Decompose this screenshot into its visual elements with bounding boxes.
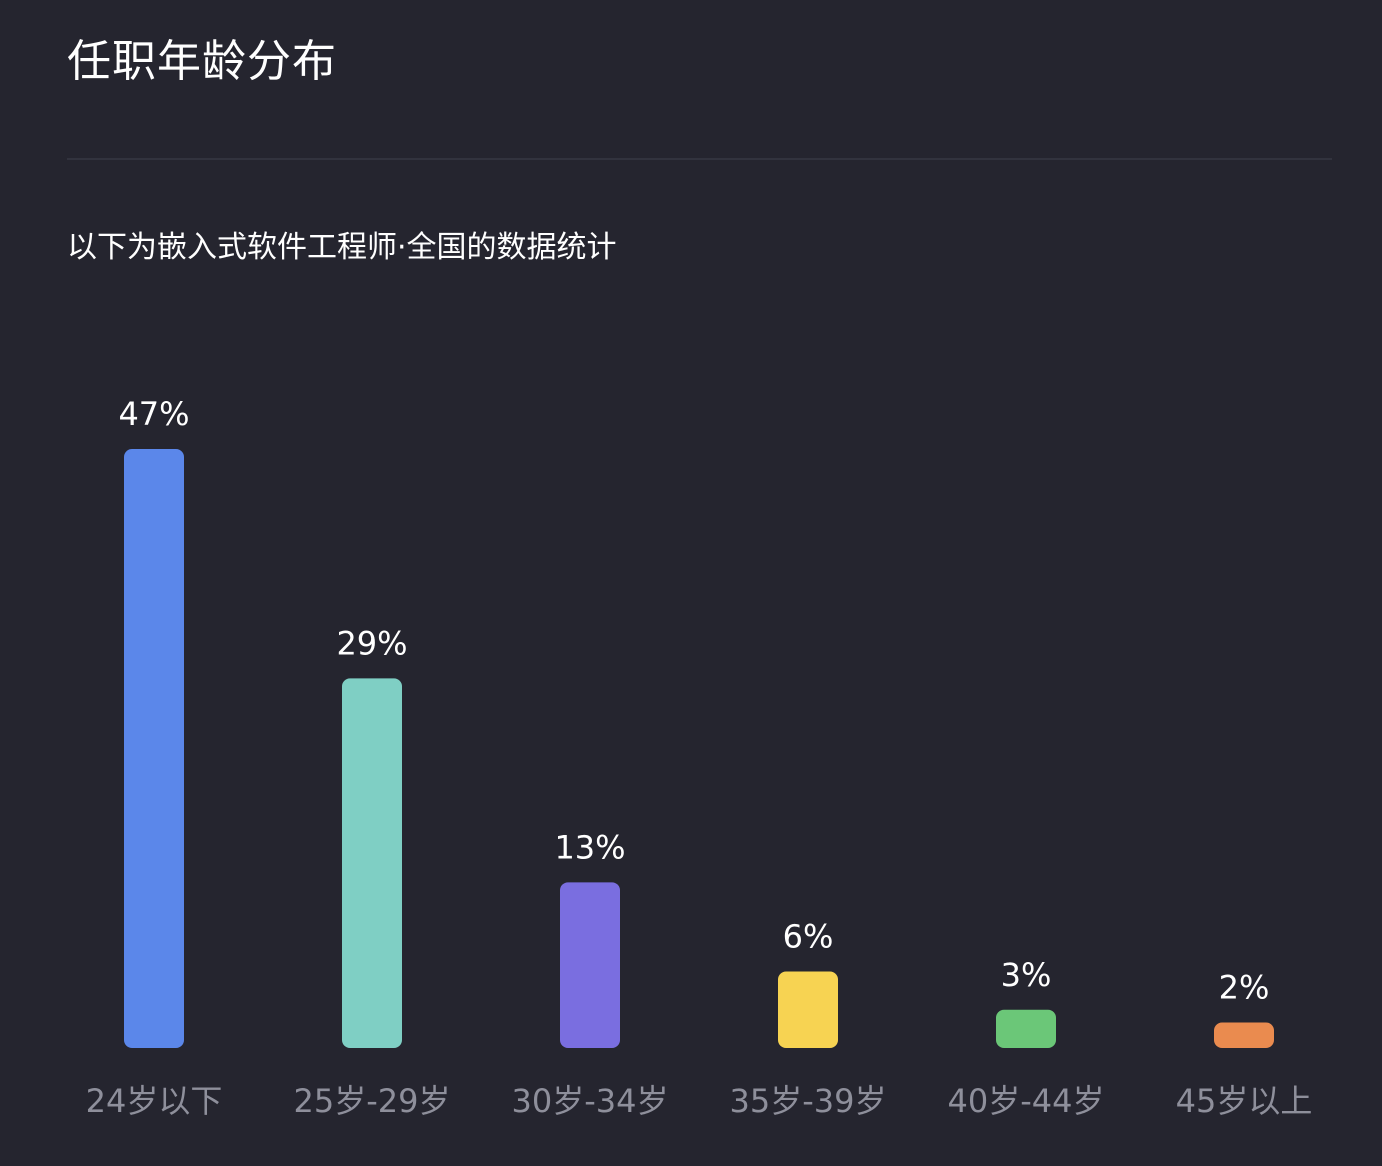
- bar-2: [560, 882, 620, 1048]
- bar-value-label-3: 6%: [783, 918, 834, 956]
- bar-5: [1214, 1022, 1274, 1048]
- bar-value-label-2: 13%: [554, 828, 625, 866]
- category-label-4: 40岁-44岁: [948, 1082, 1105, 1120]
- bar-value-label-5: 2%: [1219, 969, 1270, 1007]
- category-label-1: 25岁-29岁: [294, 1082, 451, 1120]
- category-label-0: 24岁以下: [86, 1082, 223, 1120]
- bar-0: [124, 449, 184, 1048]
- bar-1: [342, 678, 402, 1048]
- chart-subtitle: 以下为嵌入式软件工程师·全国的数据统计: [67, 230, 617, 265]
- category-label-3: 35岁-39岁: [730, 1082, 887, 1120]
- bar-value-label-4: 3%: [1001, 956, 1052, 994]
- category-label-2: 30岁-34岁: [512, 1082, 669, 1120]
- bar-3: [778, 971, 838, 1048]
- header-divider: [67, 158, 1332, 160]
- page-title: 任职年龄分布: [67, 36, 337, 87]
- bar-4: [996, 1009, 1056, 1048]
- bar-value-label-1: 29%: [336, 624, 407, 662]
- category-label-5: 45岁以上: [1176, 1082, 1313, 1120]
- bar-value-label-0: 47%: [118, 395, 189, 433]
